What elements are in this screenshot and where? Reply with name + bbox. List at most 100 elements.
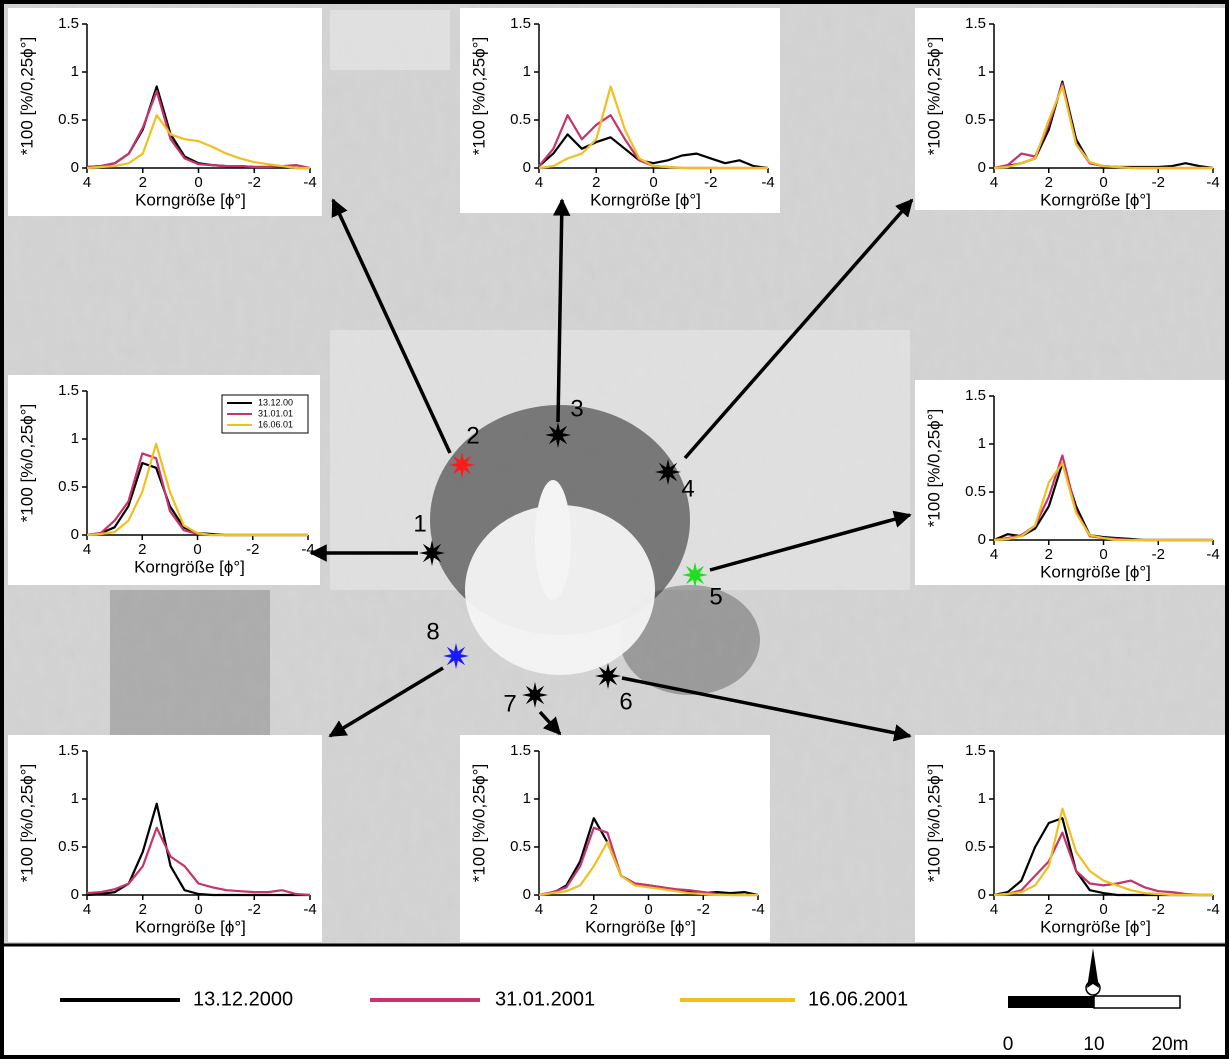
x-tick-label: 2 — [138, 541, 146, 558]
series-line — [538, 841, 758, 897]
x-tick-label: -2 — [704, 174, 717, 191]
station-marker — [449, 452, 475, 478]
scale-label: 10 — [1083, 1034, 1104, 1055]
x-tick-label: 0 — [193, 541, 201, 558]
y-axis-label: *100 [%/0,25ϕ°] — [17, 404, 36, 522]
x-tick-label: -4 — [1206, 174, 1219, 191]
station-marker — [595, 663, 621, 689]
x-tick-label: 2 — [139, 174, 147, 191]
station-label: 4 — [681, 475, 694, 502]
y-tick-label: 0 — [978, 159, 986, 176]
y-tick-label: 1.5 — [58, 382, 79, 399]
chart-panel — [460, 735, 770, 942]
y-axis-label: *100 [%/0,25ϕ°] — [17, 764, 36, 882]
x-axis-label: Korngröße [ϕ°] — [134, 557, 245, 576]
y-tick-label: 1 — [71, 790, 79, 807]
y-tick-label: 1.5 — [58, 742, 79, 759]
station-marker — [682, 562, 708, 588]
grain-size-chart: 0 0.5 1 1.5 4 2 0 -2 -4 Korngröße [ϕ°] *100 [%/0,2… — [915, 8, 1225, 210]
x-tick-label: -2 — [1152, 901, 1165, 918]
x-tick-label: 4 — [83, 541, 91, 558]
y-tick-label: 0 — [978, 886, 986, 903]
station-label: 5 — [709, 583, 722, 610]
y-tick-label: 0 — [523, 886, 531, 903]
grain-size-chart: 0 0.5 1 1.5 4 2 0 -2 -4 Korngröße [ϕ°] *100 [%/0,2… — [460, 735, 770, 942]
x-tick-label: 2 — [1045, 174, 1053, 191]
x-axis-label: Korngröße [ϕ°] — [135, 190, 246, 209]
x-axis-label: Korngröße [ϕ°] — [1040, 917, 1151, 936]
x-tick-label: 2 — [139, 901, 147, 918]
series-line — [538, 133, 769, 170]
x-tick-label: 4 — [535, 174, 543, 191]
series-line — [993, 831, 1213, 897]
y-tick-label: 0 — [71, 159, 79, 176]
x-tick-label: -4 — [301, 541, 314, 558]
grain-size-chart: 0 0.5 1 1.5 4 2 0 -2 -4 Korngröße [ϕ°] *100 [%/0,2… — [915, 380, 1225, 585]
y-axis-label: *100 [%/0,25ϕ°] — [17, 37, 36, 155]
x-tick-label: 0 — [1099, 174, 1107, 191]
y-tick-label: 0.5 — [965, 111, 986, 128]
grain-size-chart: 0 0.5 1 1.5 4 2 0 -2 -4 Korngröße [ϕ°] *100 [%/0,2… — [8, 735, 322, 942]
scale-label: 20m — [1152, 1034, 1189, 1055]
y-tick-label: 1 — [978, 790, 986, 807]
series-line — [86, 442, 308, 537]
x-tick-label: 4 — [535, 901, 543, 918]
station-marker — [655, 459, 681, 485]
y-tick-label: 1.5 — [965, 15, 986, 32]
x-tick-label: -2 — [248, 174, 261, 191]
station-marker — [545, 422, 571, 448]
y-axis-label: *100 [%/0,25ϕ°] — [469, 764, 488, 882]
y-tick-label: 1.5 — [510, 742, 531, 759]
x-tick-label: -4 — [761, 174, 774, 191]
scale-bar — [1008, 995, 1181, 1009]
x-axis-label: Korngröße [ϕ°] — [585, 917, 696, 936]
x-tick-label: 2 — [592, 174, 600, 191]
y-tick-label: 0.5 — [965, 838, 986, 855]
x-tick-label: 0 — [1099, 901, 1107, 918]
y-axis-label: *100 [%/0,25ϕ°] — [924, 409, 943, 527]
grain-size-chart: 0 0.5 1 1.5 4 2 0 -2 -4 Korngröße [ϕ°] *100 [%/0,2… — [915, 735, 1225, 942]
y-tick-label: 1.5 — [965, 742, 986, 759]
x-tick-label: 0 — [1099, 546, 1107, 563]
y-tick-label: 0.5 — [58, 478, 79, 495]
x-tick-label: 4 — [83, 901, 91, 918]
legend-label: 31.01.01 — [258, 408, 293, 418]
grain-size-chart: 0 0.5 1 1.5 4 2 0 -2 -4 Korngröße [ϕ°] *100 [%/0,2… — [8, 375, 320, 585]
x-tick-label: 2 — [590, 901, 598, 918]
series-line — [993, 462, 1213, 542]
series-line — [993, 85, 1213, 170]
y-tick-label: 1 — [523, 63, 531, 80]
y-tick-label: 0.5 — [965, 483, 986, 500]
series-line — [538, 85, 768, 170]
y-tick-label: 1 — [523, 790, 531, 807]
y-tick-label: 1.5 — [965, 387, 986, 404]
y-tick-label: 0.5 — [58, 838, 79, 855]
north-arrow — [1085, 948, 1101, 996]
x-tick-label: -4 — [1206, 901, 1219, 918]
x-tick-label: -2 — [246, 541, 259, 558]
x-axis-label: Korngröße [ϕ°] — [135, 917, 246, 936]
x-tick-label: 0 — [649, 174, 657, 191]
x-tick-label: -2 — [1152, 546, 1165, 563]
x-tick-label: 4 — [990, 546, 998, 563]
legend-label: 31.01.2001 — [495, 988, 595, 1010]
series-line — [86, 90, 311, 170]
legend-label: 16.06.2001 — [808, 988, 908, 1010]
y-tick-label: 1 — [978, 63, 986, 80]
series-line — [993, 807, 1213, 897]
y-tick-label: 1 — [71, 430, 79, 447]
y-tick-label: 0.5 — [510, 838, 531, 855]
legend-label: 13.12.2000 — [193, 988, 293, 1010]
y-tick-label: 1.5 — [510, 15, 531, 32]
x-tick-label: -2 — [1152, 174, 1165, 191]
series-line — [86, 114, 310, 170]
station-label: 3 — [570, 395, 583, 422]
x-tick-label: -2 — [248, 901, 261, 918]
station-marker — [419, 540, 445, 566]
scale-label: 0 — [1003, 1034, 1014, 1055]
y-tick-label: 0.5 — [58, 111, 79, 128]
series-line — [86, 826, 311, 897]
y-tick-label: 1 — [71, 63, 79, 80]
x-tick-label: 4 — [990, 901, 998, 918]
